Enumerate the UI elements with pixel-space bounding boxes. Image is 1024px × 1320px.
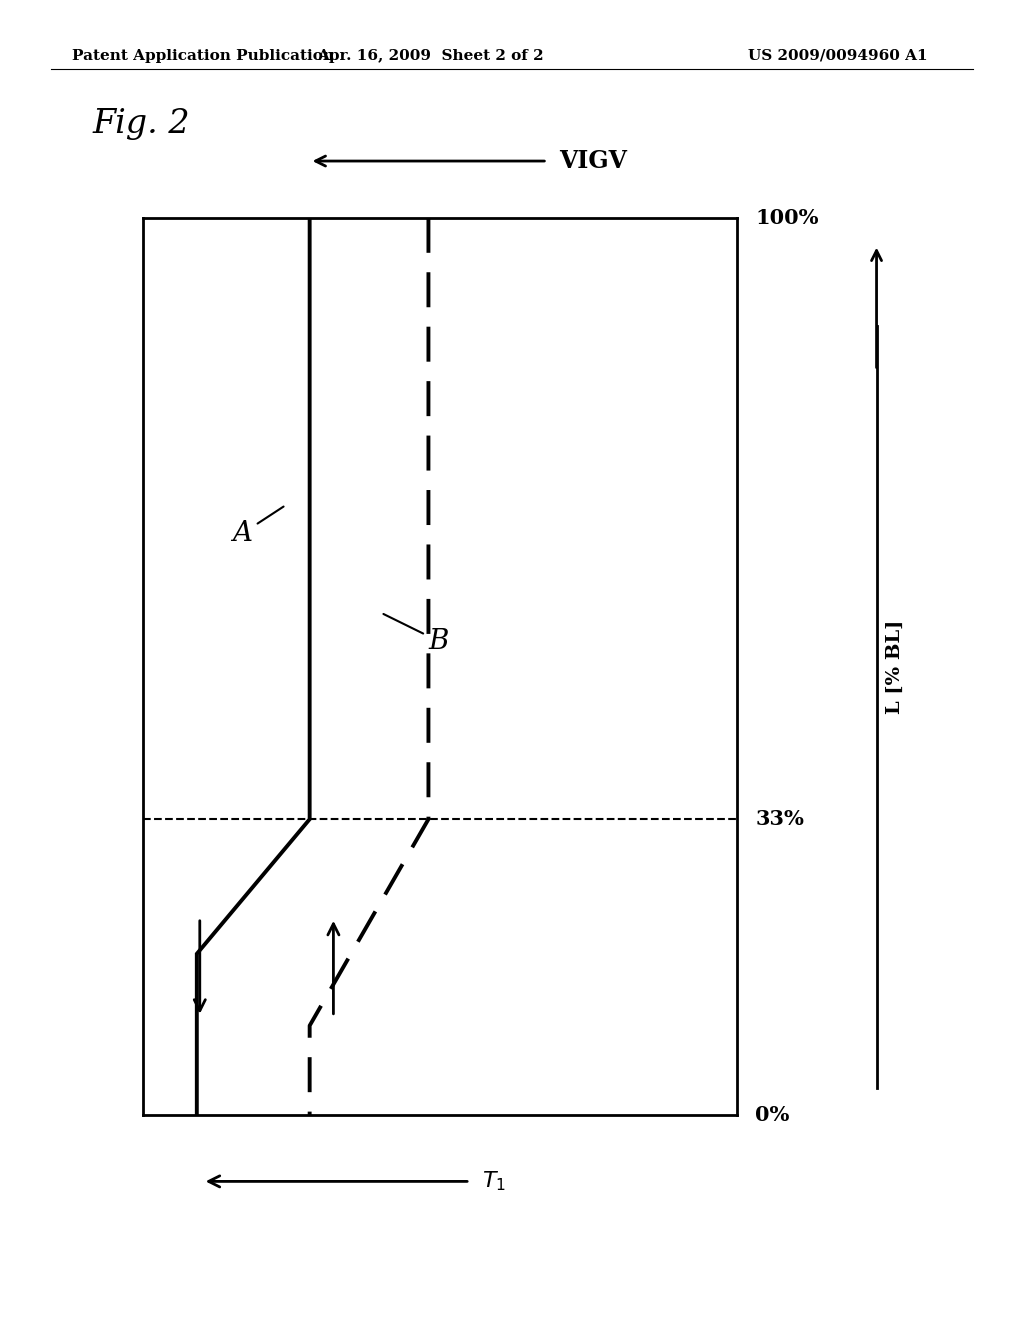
Text: 0%: 0% [755, 1105, 790, 1126]
Text: 33%: 33% [755, 809, 804, 829]
Text: $T_1$: $T_1$ [482, 1170, 506, 1193]
Text: A: A [232, 507, 284, 546]
Text: Fig. 2: Fig. 2 [92, 108, 189, 140]
Text: US 2009/0094960 A1: US 2009/0094960 A1 [748, 49, 927, 63]
Text: B: B [383, 614, 449, 655]
Text: VIGV: VIGV [559, 149, 627, 173]
Text: 100%: 100% [755, 207, 818, 228]
Text: Apr. 16, 2009  Sheet 2 of 2: Apr. 16, 2009 Sheet 2 of 2 [316, 49, 544, 63]
Text: Patent Application Publication: Patent Application Publication [72, 49, 334, 63]
Text: L [% BL]: L [% BL] [886, 619, 904, 714]
